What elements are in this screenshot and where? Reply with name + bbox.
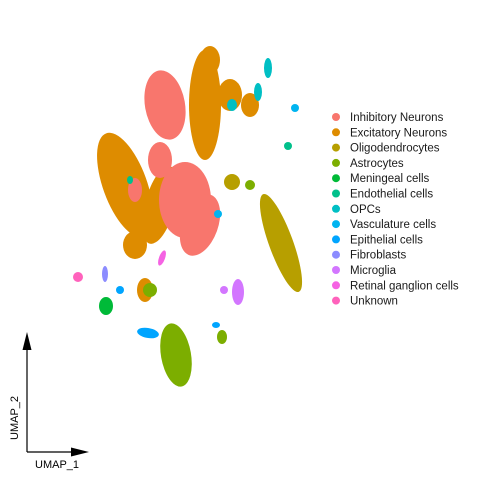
- cluster-astrocytes: [143, 283, 157, 297]
- cluster-oligodendrocytes: [224, 174, 240, 190]
- cluster-excitatory-neurons: [241, 93, 259, 117]
- cluster-opcs: [264, 58, 272, 78]
- legend-key-epithelial-cells: [332, 235, 340, 244]
- legend-label-inhibitory-neurons: Inhibitory Neurons: [350, 112, 444, 124]
- y-axis-arrow-icon: [22, 332, 32, 350]
- legend-label-excitatory-neurons: Excitatory Neurons: [350, 127, 447, 139]
- legend-key-endothelial-cells: [332, 189, 340, 198]
- legend-key-unknown: [332, 296, 340, 305]
- axes: UMAP_1 UMAP_2: [9, 332, 89, 471]
- legend-key-retinal-ganglion-cells: [332, 281, 340, 290]
- cluster-excitatory-neurons: [200, 46, 220, 74]
- cluster-astrocytes: [217, 330, 227, 344]
- cluster-oligodendrocytes: [259, 193, 303, 293]
- legend-label-retinal-ganglion-cells: Retinal ganglion cells: [350, 280, 459, 292]
- legend-label-fibroblasts: Fibroblasts: [350, 250, 406, 262]
- legend-label-astrocytes: Astrocytes: [350, 158, 404, 170]
- cluster-endothelial-cells: [127, 176, 133, 184]
- cluster-epithelial-cells: [116, 286, 124, 294]
- legend-key-microglia: [332, 266, 340, 274]
- cluster-epithelial-cells: [212, 322, 220, 328]
- legend-key-inhibitory-neurons: [332, 113, 340, 121]
- legend-label-oligodendrocytes: Oligodendrocytes: [350, 143, 440, 155]
- legend-label-opcs: OPCs: [350, 204, 381, 216]
- legend-key-astrocytes: [332, 158, 340, 167]
- cluster-inhibitory-neurons: [128, 178, 142, 202]
- legend-key-excitatory-neurons: [332, 128, 340, 137]
- cluster-endothelial-cells: [284, 142, 292, 150]
- cluster-opcs: [227, 99, 237, 111]
- legend-key-meningeal-cells: [332, 174, 340, 183]
- legend-label-epithelial-cells: Epithelial cells: [350, 234, 423, 246]
- cluster-inhibitory-neurons: [148, 142, 172, 178]
- cluster-vasculature-cells: [214, 210, 222, 218]
- cluster-unknown: [73, 272, 83, 282]
- cluster-astrocytes: [160, 323, 192, 387]
- cluster-excitatory-neurons: [97, 132, 153, 238]
- cluster-points: [73, 46, 303, 387]
- x-axis-label: UMAP_1: [35, 459, 79, 471]
- cluster-inhibitory-neurons: [179, 194, 221, 256]
- legend-key-fibroblasts: [332, 250, 340, 259]
- cluster-excitatory-neurons: [189, 50, 221, 160]
- cluster-opcs: [254, 83, 262, 101]
- y-axis-label: UMAP_2: [9, 396, 21, 440]
- legend-label-unknown: Unknown: [350, 296, 398, 308]
- cluster-microglia: [232, 279, 244, 305]
- legend-label-meningeal-cells: Meningeal cells: [350, 173, 430, 185]
- cluster-astrocytes: [245, 180, 255, 190]
- legend-label-microglia: Microglia: [350, 265, 397, 277]
- legend-key-oligodendrocytes: [332, 143, 340, 152]
- legend-key-vasculature-cells: [332, 220, 340, 229]
- legend-label-endothelial-cells: Endothelial cells: [350, 189, 433, 201]
- legend: Inhibitory Neurons Excitatory Neurons Olig…: [332, 112, 459, 308]
- cluster-epithelial-cells: [137, 327, 159, 339]
- cluster-retinal-ganglion-cells: [158, 250, 166, 266]
- cluster-fibroblasts: [102, 266, 108, 282]
- legend-key-opcs: [332, 204, 340, 213]
- cluster-microglia: [220, 286, 228, 294]
- cluster-vasculature-cells: [291, 104, 299, 112]
- x-axis-arrow-icon: [71, 447, 89, 457]
- cluster-excitatory-neurons: [123, 231, 147, 259]
- cluster-meningeal-cells: [99, 297, 113, 315]
- legend-label-vasculature-cells: Vasculature cells: [350, 219, 436, 231]
- cluster-inhibitory-neurons: [144, 70, 186, 140]
